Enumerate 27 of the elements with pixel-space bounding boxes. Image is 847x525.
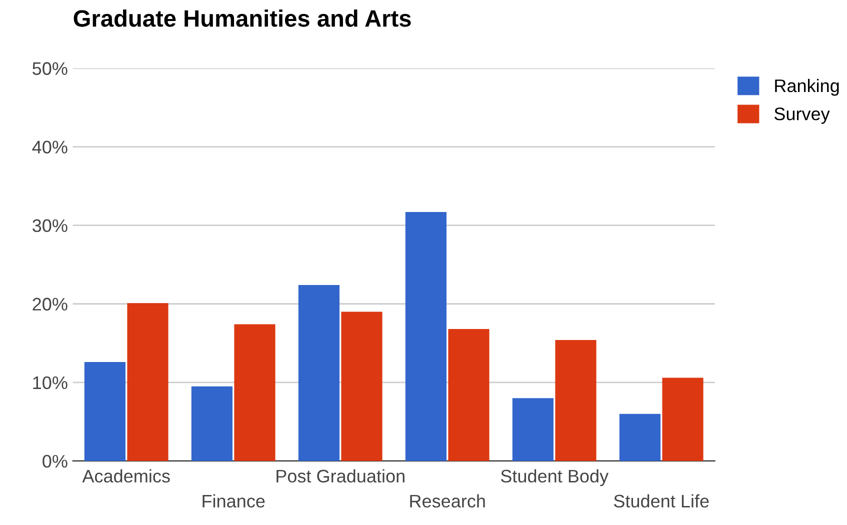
legend-label: Survey bbox=[774, 108, 830, 124]
x-tick-label: Academics bbox=[82, 469, 170, 483]
bar bbox=[662, 378, 704, 461]
bar bbox=[191, 386, 232, 461]
x-tick-label: Student Life bbox=[614, 494, 709, 508]
x-tick-label: Post Graduation bbox=[276, 469, 404, 483]
bar bbox=[555, 340, 596, 461]
chart-title: Graduate Humanities and Arts bbox=[74, 9, 411, 27]
bar bbox=[405, 212, 446, 461]
bar bbox=[127, 303, 168, 461]
y-tick-label: 30% bbox=[32, 219, 68, 232]
bar bbox=[512, 398, 554, 461]
x-tick-label: Finance bbox=[202, 494, 265, 508]
bar bbox=[234, 324, 276, 461]
bar bbox=[298, 285, 340, 461]
y-tick-label: 20% bbox=[32, 298, 68, 311]
legend-label: Ranking bbox=[775, 78, 839, 96]
y-tick-label: 50% bbox=[32, 62, 68, 75]
bar bbox=[84, 362, 126, 461]
bar bbox=[448, 329, 490, 461]
x-tick-label: Research bbox=[410, 494, 485, 508]
y-tick-label: 40% bbox=[32, 140, 68, 154]
y-tick-label: 10% bbox=[33, 376, 68, 390]
x-tick-label: Student Body bbox=[500, 469, 609, 486]
bar bbox=[341, 312, 382, 461]
bar bbox=[619, 414, 661, 461]
y-tick-label: 0% bbox=[42, 454, 68, 468]
